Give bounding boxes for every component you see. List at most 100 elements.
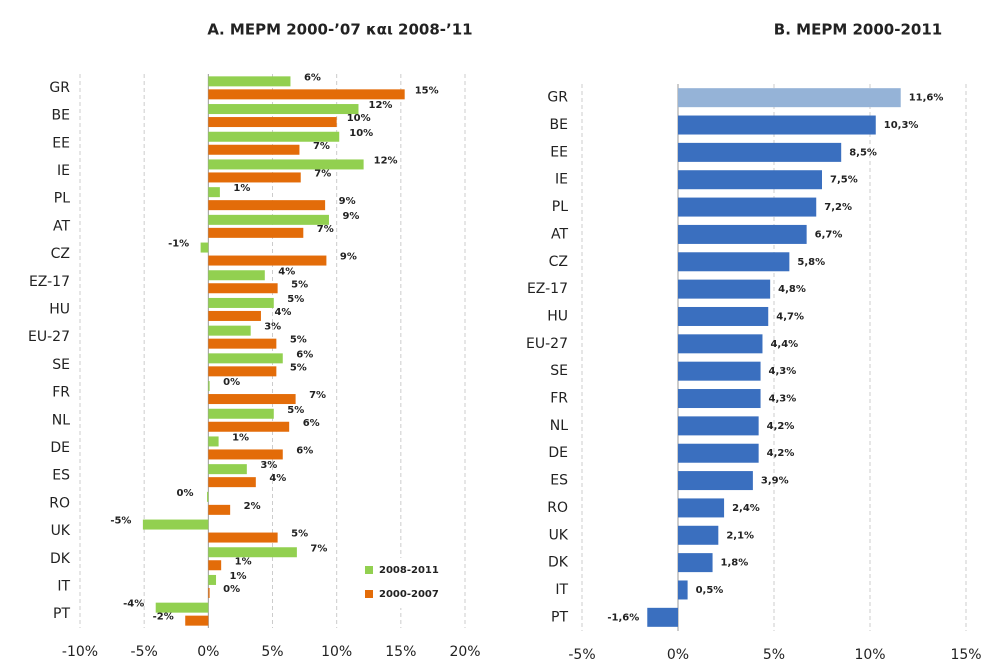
y-tick-label: BE — [550, 117, 568, 133]
bar — [185, 615, 209, 626]
bar — [208, 547, 297, 558]
value-label: 5,8% — [797, 257, 825, 268]
x-tick-label: 20% — [449, 644, 480, 660]
bar — [208, 560, 222, 571]
x-tick-label: 15% — [950, 647, 981, 662]
value-label: 3% — [260, 460, 277, 471]
legend-label: 2000-2007 — [379, 589, 439, 600]
bar — [647, 607, 678, 627]
legend-box — [357, 558, 461, 608]
bar — [678, 224, 807, 244]
value-label: 0% — [223, 584, 240, 595]
bar — [678, 306, 769, 326]
y-tick-label: BE — [52, 108, 70, 124]
value-label: 7,2% — [824, 202, 852, 213]
x-tick-label: -10% — [62, 644, 98, 660]
bar — [678, 498, 725, 518]
bar — [678, 170, 822, 190]
x-tick-label: 10% — [854, 647, 885, 662]
bar — [208, 394, 296, 405]
bar — [678, 115, 876, 135]
value-label: 5% — [287, 405, 304, 416]
y-tick-label: EE — [52, 135, 70, 151]
value-label: 7% — [317, 224, 334, 235]
bar — [208, 131, 340, 142]
legend-swatch — [365, 590, 373, 598]
value-label: 6% — [296, 349, 313, 360]
value-label: 10% — [347, 113, 371, 124]
value-label: 2% — [244, 501, 261, 512]
bar — [208, 366, 277, 377]
bar — [208, 214, 329, 225]
bar — [208, 297, 274, 308]
value-label: -5% — [110, 516, 131, 527]
value-label: 0% — [223, 377, 240, 388]
legend-swatch — [365, 566, 373, 574]
y-tick-label: GR — [547, 90, 568, 106]
y-tick-label: UK — [51, 523, 71, 539]
y-tick-label: IE — [555, 172, 568, 188]
value-label: 3,9% — [761, 476, 789, 487]
bar — [208, 477, 256, 488]
y-tick-label: HU — [49, 301, 70, 317]
y-tick-label: HU — [547, 308, 568, 324]
y-tick-label: PT — [551, 609, 568, 625]
bar — [208, 104, 359, 115]
bar — [208, 504, 231, 515]
value-label: 9% — [342, 211, 359, 222]
value-label: 5% — [290, 362, 307, 373]
bar — [208, 532, 278, 543]
value-label: 1% — [232, 432, 249, 443]
bar — [678, 279, 771, 299]
value-label: 0% — [177, 488, 194, 499]
value-label: 2,1% — [726, 530, 754, 541]
y-tick-label: PL — [54, 191, 70, 207]
bar — [208, 353, 283, 364]
y-tick-label: EZ-17 — [527, 281, 568, 297]
bar — [208, 200, 326, 211]
bar — [678, 580, 688, 600]
bar — [208, 187, 220, 198]
bar — [207, 491, 209, 502]
x-tick-label: -5% — [568, 647, 595, 662]
value-label: 1% — [230, 571, 247, 582]
value-label: 4,2% — [767, 421, 795, 432]
y-tick-label: IE — [57, 163, 70, 179]
value-label: 9% — [339, 196, 356, 207]
y-tick-label: AT — [551, 226, 568, 242]
bar — [208, 270, 265, 281]
value-label: 4% — [274, 307, 291, 318]
y-tick-label: EU-27 — [28, 329, 70, 345]
value-label: 7% — [314, 168, 331, 179]
value-label: 2,4% — [732, 503, 760, 514]
chart-title: Β. ΜΕΡΜ 2000-2011 — [774, 21, 942, 39]
bar — [678, 525, 719, 545]
value-label: 1% — [233, 183, 250, 194]
value-label: 4,4% — [770, 339, 798, 350]
x-tick-label: 10% — [321, 644, 352, 660]
value-label: 12% — [369, 100, 393, 111]
bar — [208, 325, 251, 336]
bar — [208, 172, 301, 183]
y-tick-label: ES — [52, 468, 70, 484]
bar — [208, 76, 291, 87]
bar — [678, 88, 901, 108]
bar — [208, 408, 274, 419]
bar — [208, 227, 304, 238]
bar — [208, 283, 278, 294]
x-tick-label: 0% — [197, 644, 219, 660]
bar — [678, 471, 753, 491]
y-tick-label: CZ — [51, 246, 70, 262]
y-tick-label: EU-27 — [526, 336, 568, 352]
x-tick-label: -5% — [131, 644, 158, 660]
bar — [208, 421, 290, 432]
y-tick-label: FR — [550, 391, 568, 407]
y-tick-label: DK — [548, 555, 569, 571]
value-label: 4% — [278, 266, 295, 277]
value-label: 9% — [340, 252, 357, 263]
bar — [678, 553, 713, 573]
bar — [678, 361, 761, 381]
bar — [208, 587, 210, 598]
value-label: 0,5% — [696, 585, 724, 596]
value-label: 4,2% — [767, 448, 795, 459]
